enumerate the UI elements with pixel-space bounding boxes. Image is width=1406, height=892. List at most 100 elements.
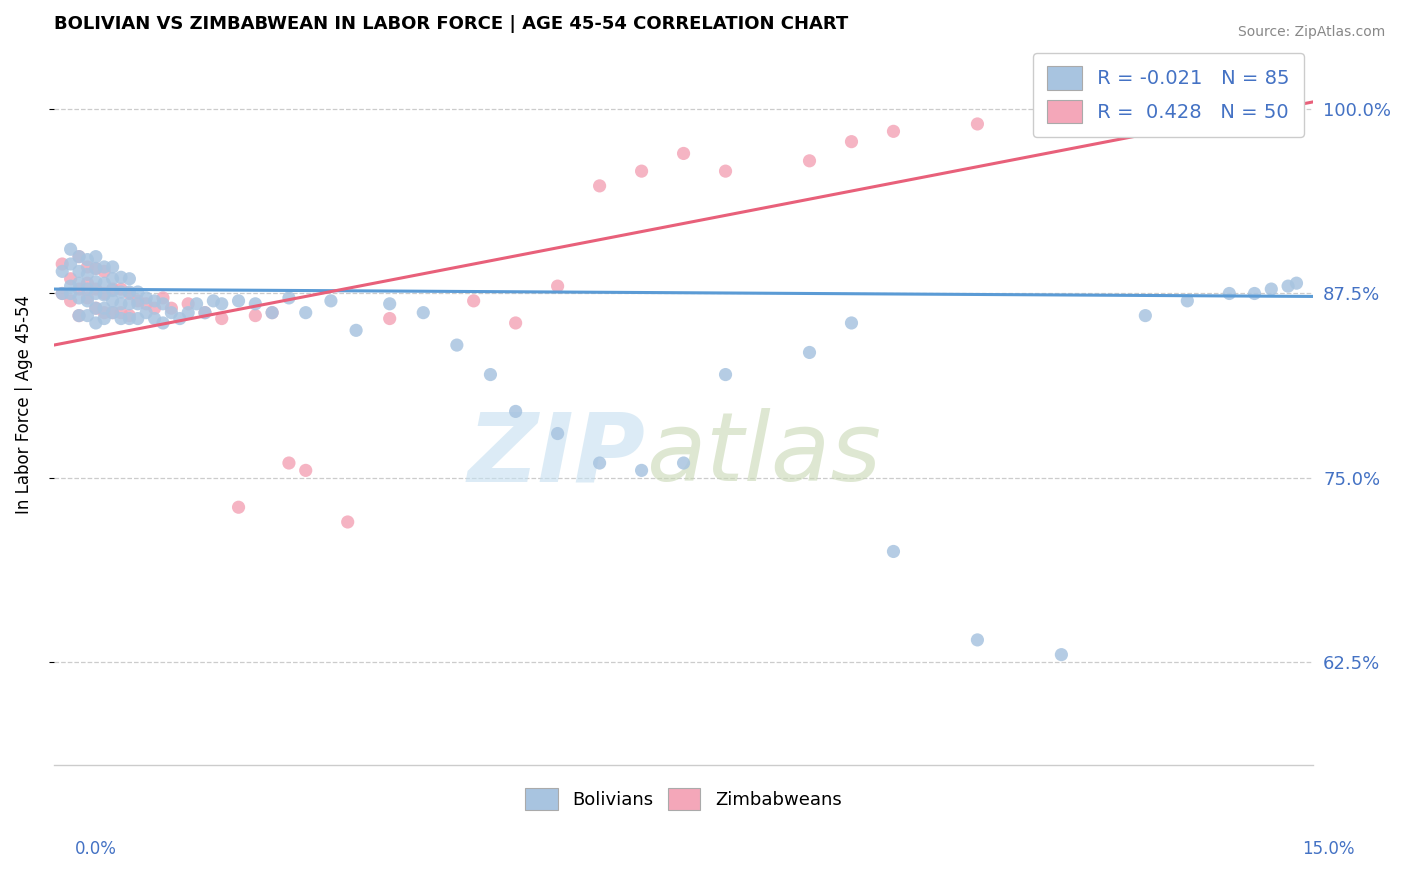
Point — [1135, 309, 1157, 323]
Point — [101, 293, 124, 308]
Point — [160, 301, 183, 316]
Point — [59, 257, 82, 271]
Text: 15.0%: 15.0% — [1302, 840, 1355, 858]
Point — [194, 306, 217, 320]
Text: atlas: atlas — [645, 409, 880, 501]
Point — [143, 293, 166, 308]
Point — [76, 268, 98, 282]
Point — [93, 276, 115, 290]
Point — [59, 271, 82, 285]
Point — [143, 301, 166, 316]
Point — [51, 257, 73, 271]
Point — [118, 297, 141, 311]
Point — [118, 286, 141, 301]
Point — [76, 260, 98, 274]
Point — [882, 544, 904, 558]
Point — [1175, 293, 1198, 308]
Point — [59, 293, 82, 308]
Text: BOLIVIAN VS ZIMBABWEAN IN LABOR FORCE | AGE 45-54 CORRELATION CHART: BOLIVIAN VS ZIMBABWEAN IN LABOR FORCE | … — [53, 15, 848, 33]
Text: Source: ZipAtlas.com: Source: ZipAtlas.com — [1237, 25, 1385, 39]
Point — [169, 311, 191, 326]
Point — [882, 124, 904, 138]
Point — [966, 632, 988, 647]
Point — [127, 285, 149, 299]
Point — [228, 293, 250, 308]
Point — [127, 297, 149, 311]
Point — [505, 404, 527, 418]
Point — [110, 270, 132, 285]
Point — [101, 284, 124, 298]
Point — [76, 252, 98, 267]
Point — [799, 153, 821, 168]
Point — [110, 311, 132, 326]
Point — [84, 261, 107, 276]
Point — [1050, 648, 1073, 662]
Point — [841, 316, 863, 330]
Point — [76, 282, 98, 296]
Point — [262, 306, 284, 320]
Point — [93, 264, 115, 278]
Point — [1218, 286, 1240, 301]
Point — [1260, 282, 1282, 296]
Point — [966, 117, 988, 131]
Point — [67, 276, 90, 290]
Point — [630, 164, 652, 178]
Point — [547, 279, 569, 293]
Point — [152, 316, 174, 330]
Point — [135, 297, 157, 311]
Point — [1277, 279, 1299, 293]
Point — [84, 282, 107, 296]
Point — [479, 368, 502, 382]
Point — [672, 456, 695, 470]
Point — [186, 297, 208, 311]
Point — [59, 279, 82, 293]
Point — [118, 311, 141, 326]
Point — [1260, 110, 1282, 124]
Point — [51, 264, 73, 278]
Point — [67, 250, 90, 264]
Point — [294, 306, 316, 320]
Point — [127, 293, 149, 308]
Point — [463, 293, 485, 308]
Point — [294, 463, 316, 477]
Point — [84, 250, 107, 264]
Point — [84, 286, 107, 301]
Point — [118, 285, 141, 299]
Point — [51, 286, 73, 301]
Point — [177, 297, 200, 311]
Point — [101, 282, 124, 296]
Point — [588, 178, 610, 193]
Point — [245, 297, 267, 311]
Point — [152, 297, 174, 311]
Point — [110, 306, 132, 320]
Point — [672, 146, 695, 161]
Point — [1135, 117, 1157, 131]
Point — [152, 291, 174, 305]
Point — [84, 301, 107, 316]
Legend: Bolivians, Zimbabweans: Bolivians, Zimbabweans — [519, 781, 849, 818]
Point — [127, 311, 149, 326]
Point — [76, 309, 98, 323]
Point — [1243, 286, 1265, 301]
Point — [76, 293, 98, 308]
Point — [84, 261, 107, 276]
Text: ZIP: ZIP — [468, 409, 645, 501]
Point — [277, 456, 299, 470]
Point — [378, 311, 401, 326]
Point — [67, 291, 90, 305]
Point — [505, 316, 527, 330]
Point — [135, 306, 157, 320]
Point — [378, 297, 401, 311]
Point — [93, 288, 115, 302]
Point — [177, 306, 200, 320]
Point — [67, 264, 90, 278]
Point — [143, 311, 166, 326]
Point — [93, 301, 115, 316]
Point — [1285, 276, 1308, 290]
Point — [319, 293, 342, 308]
Point — [344, 323, 367, 337]
Point — [135, 291, 157, 305]
Point — [799, 345, 821, 359]
Point — [67, 250, 90, 264]
Point — [67, 309, 90, 323]
